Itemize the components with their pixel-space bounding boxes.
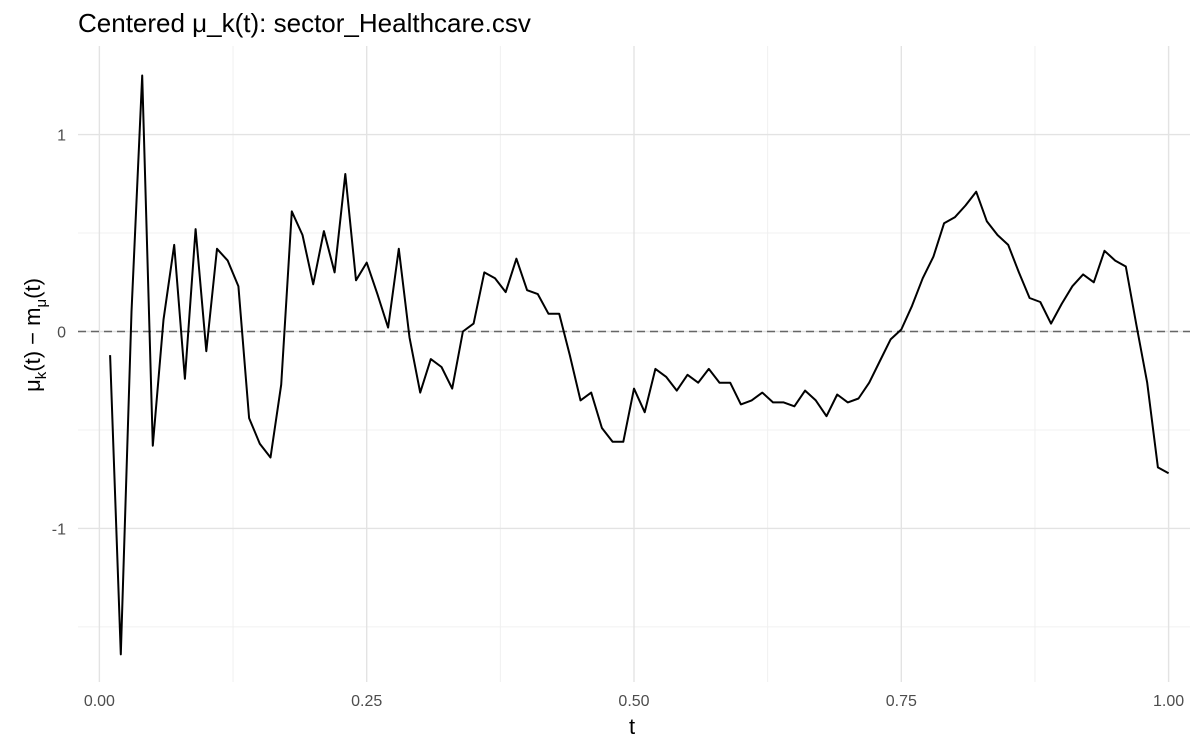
y-axis-title-part: μ — [33, 299, 50, 308]
x-axis-title: t — [629, 714, 635, 739]
y-axis-title-part: (t) — [20, 278, 45, 299]
y-tick-label: 0 — [57, 325, 66, 342]
series-line — [109, 74, 1170, 656]
x-tick-label: 0.75 — [886, 693, 917, 710]
x-tick-label: 0.00 — [84, 693, 115, 710]
y-tick-label: 1 — [57, 128, 66, 145]
svg-text:μk(t) − mμ(t): μk(t) − mμ(t) — [20, 278, 50, 392]
x-tick-label: 0.25 — [351, 693, 382, 710]
x-tick-label: 1.00 — [1153, 693, 1184, 710]
y-axis-title-part: μ — [20, 379, 45, 392]
y-tick-label: -1 — [52, 521, 66, 538]
series-group — [109, 74, 1170, 656]
y-axis-title-part: k — [33, 371, 50, 379]
x-tick-label: 0.50 — [618, 693, 649, 710]
y-axis-title: μk(t) − mμ(t) — [20, 278, 50, 392]
y-axis-title-part: (t) − m — [20, 308, 45, 372]
y-tick-labels: -1 0 1 — [52, 128, 66, 539]
x-tick-labels: 0.00 0.25 0.50 0.75 1.00 — [84, 693, 1184, 710]
chart-title: Centered μ_k(t): sector_Healthcare.csv — [78, 8, 531, 38]
